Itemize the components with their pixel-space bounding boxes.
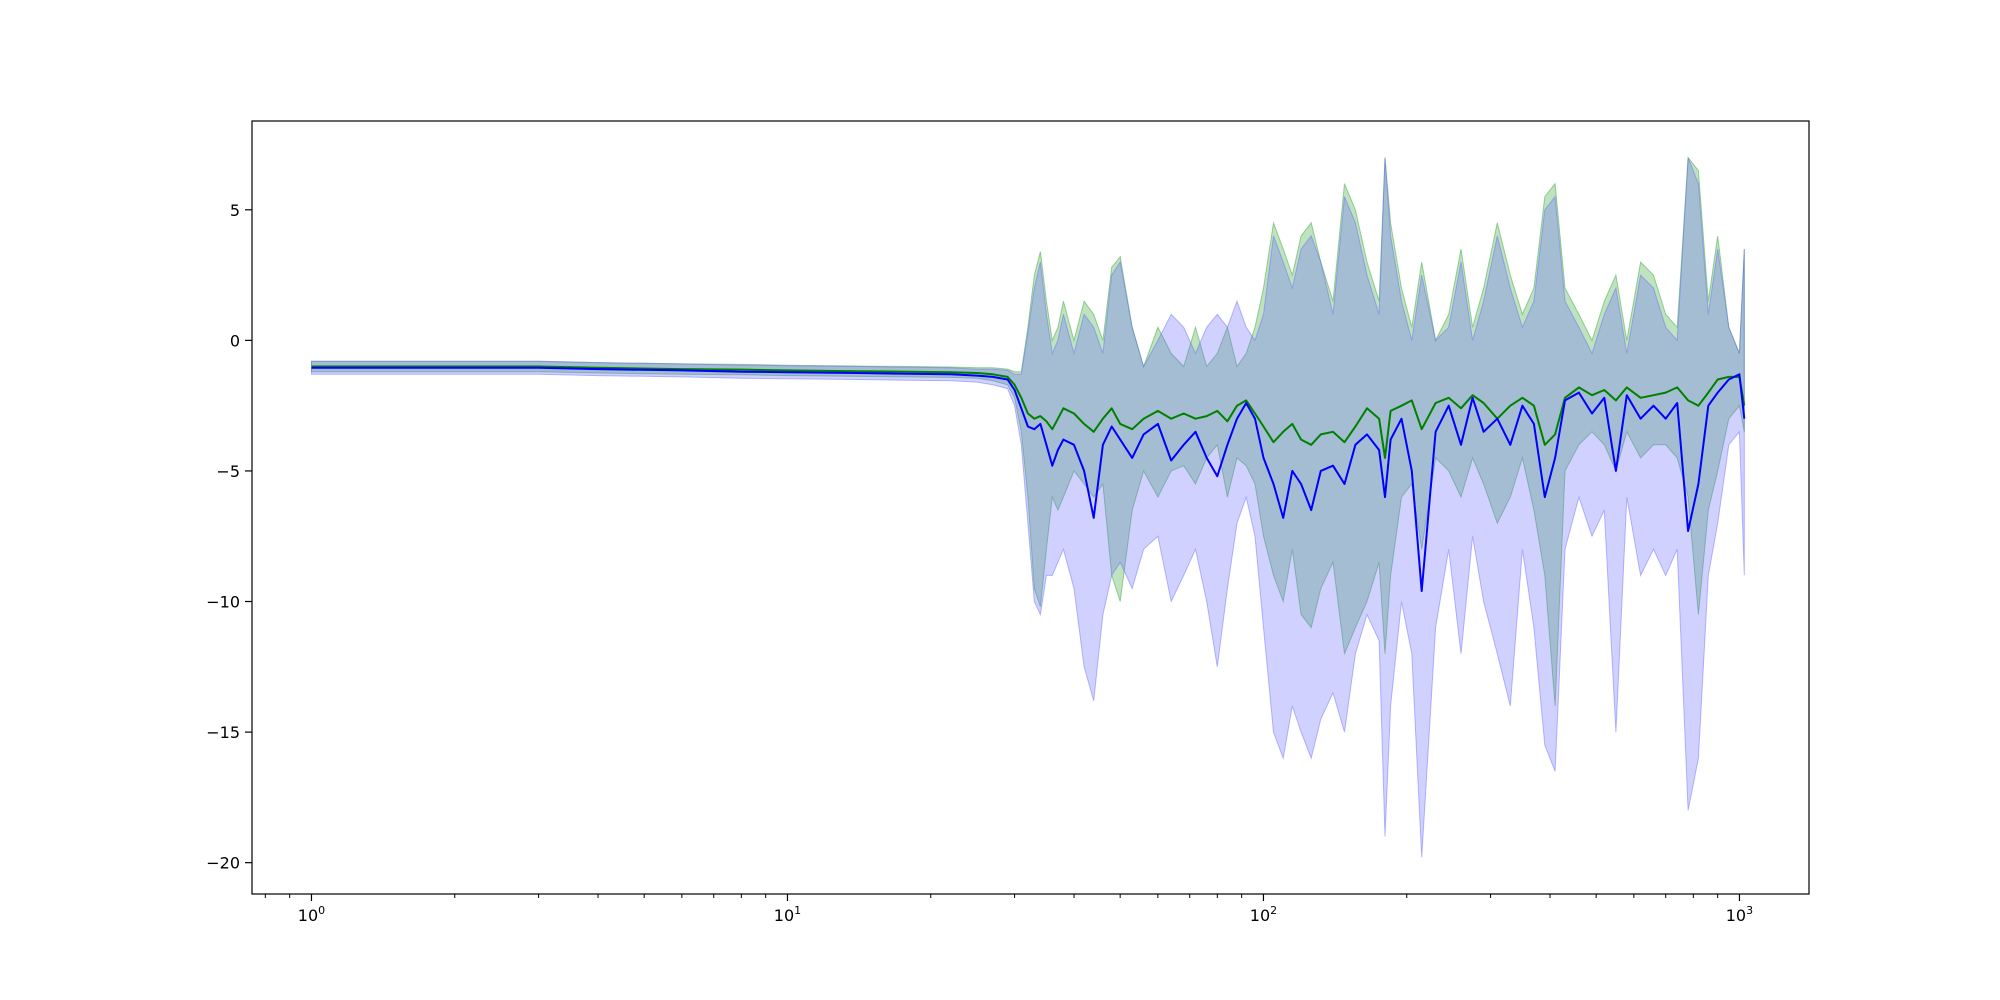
x-tick-label: 101 [774, 904, 801, 925]
y-tick-label: −20 [206, 854, 240, 873]
x-tick-label: 100 [298, 904, 325, 925]
x-axis-ticks: 100 101 102 103 [264, 894, 1753, 925]
y-tick-label: −5 [216, 462, 240, 481]
x-tick-label: 103 [1726, 904, 1753, 925]
x-tick-label: 102 [1250, 904, 1277, 925]
series-2-band [311, 157, 1745, 858]
y-tick-label: 5 [230, 201, 240, 220]
series-2-line [311, 366, 1746, 593]
y-tick-label: −10 [206, 593, 240, 612]
plot-area-frame [251, 120, 1810, 895]
confidence-bands [311, 156, 1745, 858]
y-tick-label: 0 [230, 331, 240, 350]
series-1-line [311, 365, 1746, 459]
y-axis-ticks: 5 0 −5 −10 −15 −20 [206, 201, 252, 873]
series-1-band [311, 156, 1745, 707]
y-tick-label: −15 [206, 723, 240, 742]
series-lines [311, 365, 1746, 593]
